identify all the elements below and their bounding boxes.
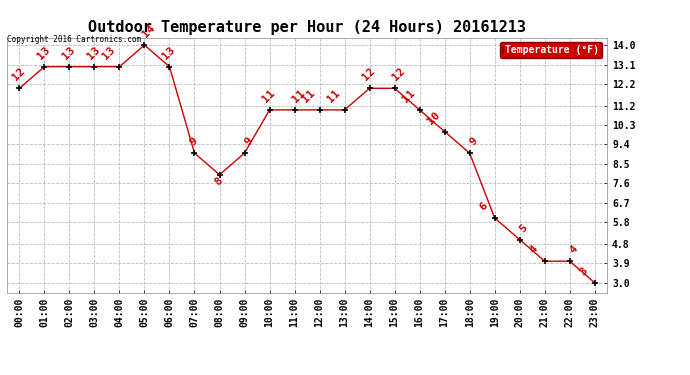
Text: 13: 13	[85, 45, 101, 61]
Text: 4: 4	[527, 244, 540, 256]
Text: 11: 11	[290, 88, 306, 105]
Text: 14: 14	[140, 23, 157, 40]
Text: 11: 11	[400, 88, 417, 105]
Text: 11: 11	[325, 88, 342, 105]
Text: 12: 12	[360, 66, 377, 83]
Text: 13: 13	[100, 45, 117, 61]
Text: 9: 9	[242, 136, 254, 148]
Text: 12: 12	[10, 66, 26, 83]
Text: 13: 13	[35, 45, 52, 61]
Text: 11: 11	[260, 88, 277, 105]
Text: 10: 10	[425, 110, 442, 126]
Text: 3: 3	[578, 266, 589, 278]
Text: 8: 8	[213, 176, 224, 188]
Text: 5: 5	[518, 222, 529, 234]
Title: Outdoor Temperature per Hour (24 Hours) 20161213: Outdoor Temperature per Hour (24 Hours) …	[88, 20, 526, 35]
Text: 13: 13	[160, 45, 177, 61]
Text: 4: 4	[567, 244, 580, 256]
Text: Copyright 2016 Cartronics.com: Copyright 2016 Cartronics.com	[7, 35, 141, 44]
Text: 9: 9	[187, 136, 199, 148]
Text: 6: 6	[477, 201, 489, 213]
Text: 12: 12	[390, 66, 406, 83]
Text: 11: 11	[300, 88, 317, 105]
Legend: Temperature (°F): Temperature (°F)	[500, 42, 602, 58]
Text: 9: 9	[467, 136, 480, 148]
Text: 13: 13	[60, 45, 77, 61]
